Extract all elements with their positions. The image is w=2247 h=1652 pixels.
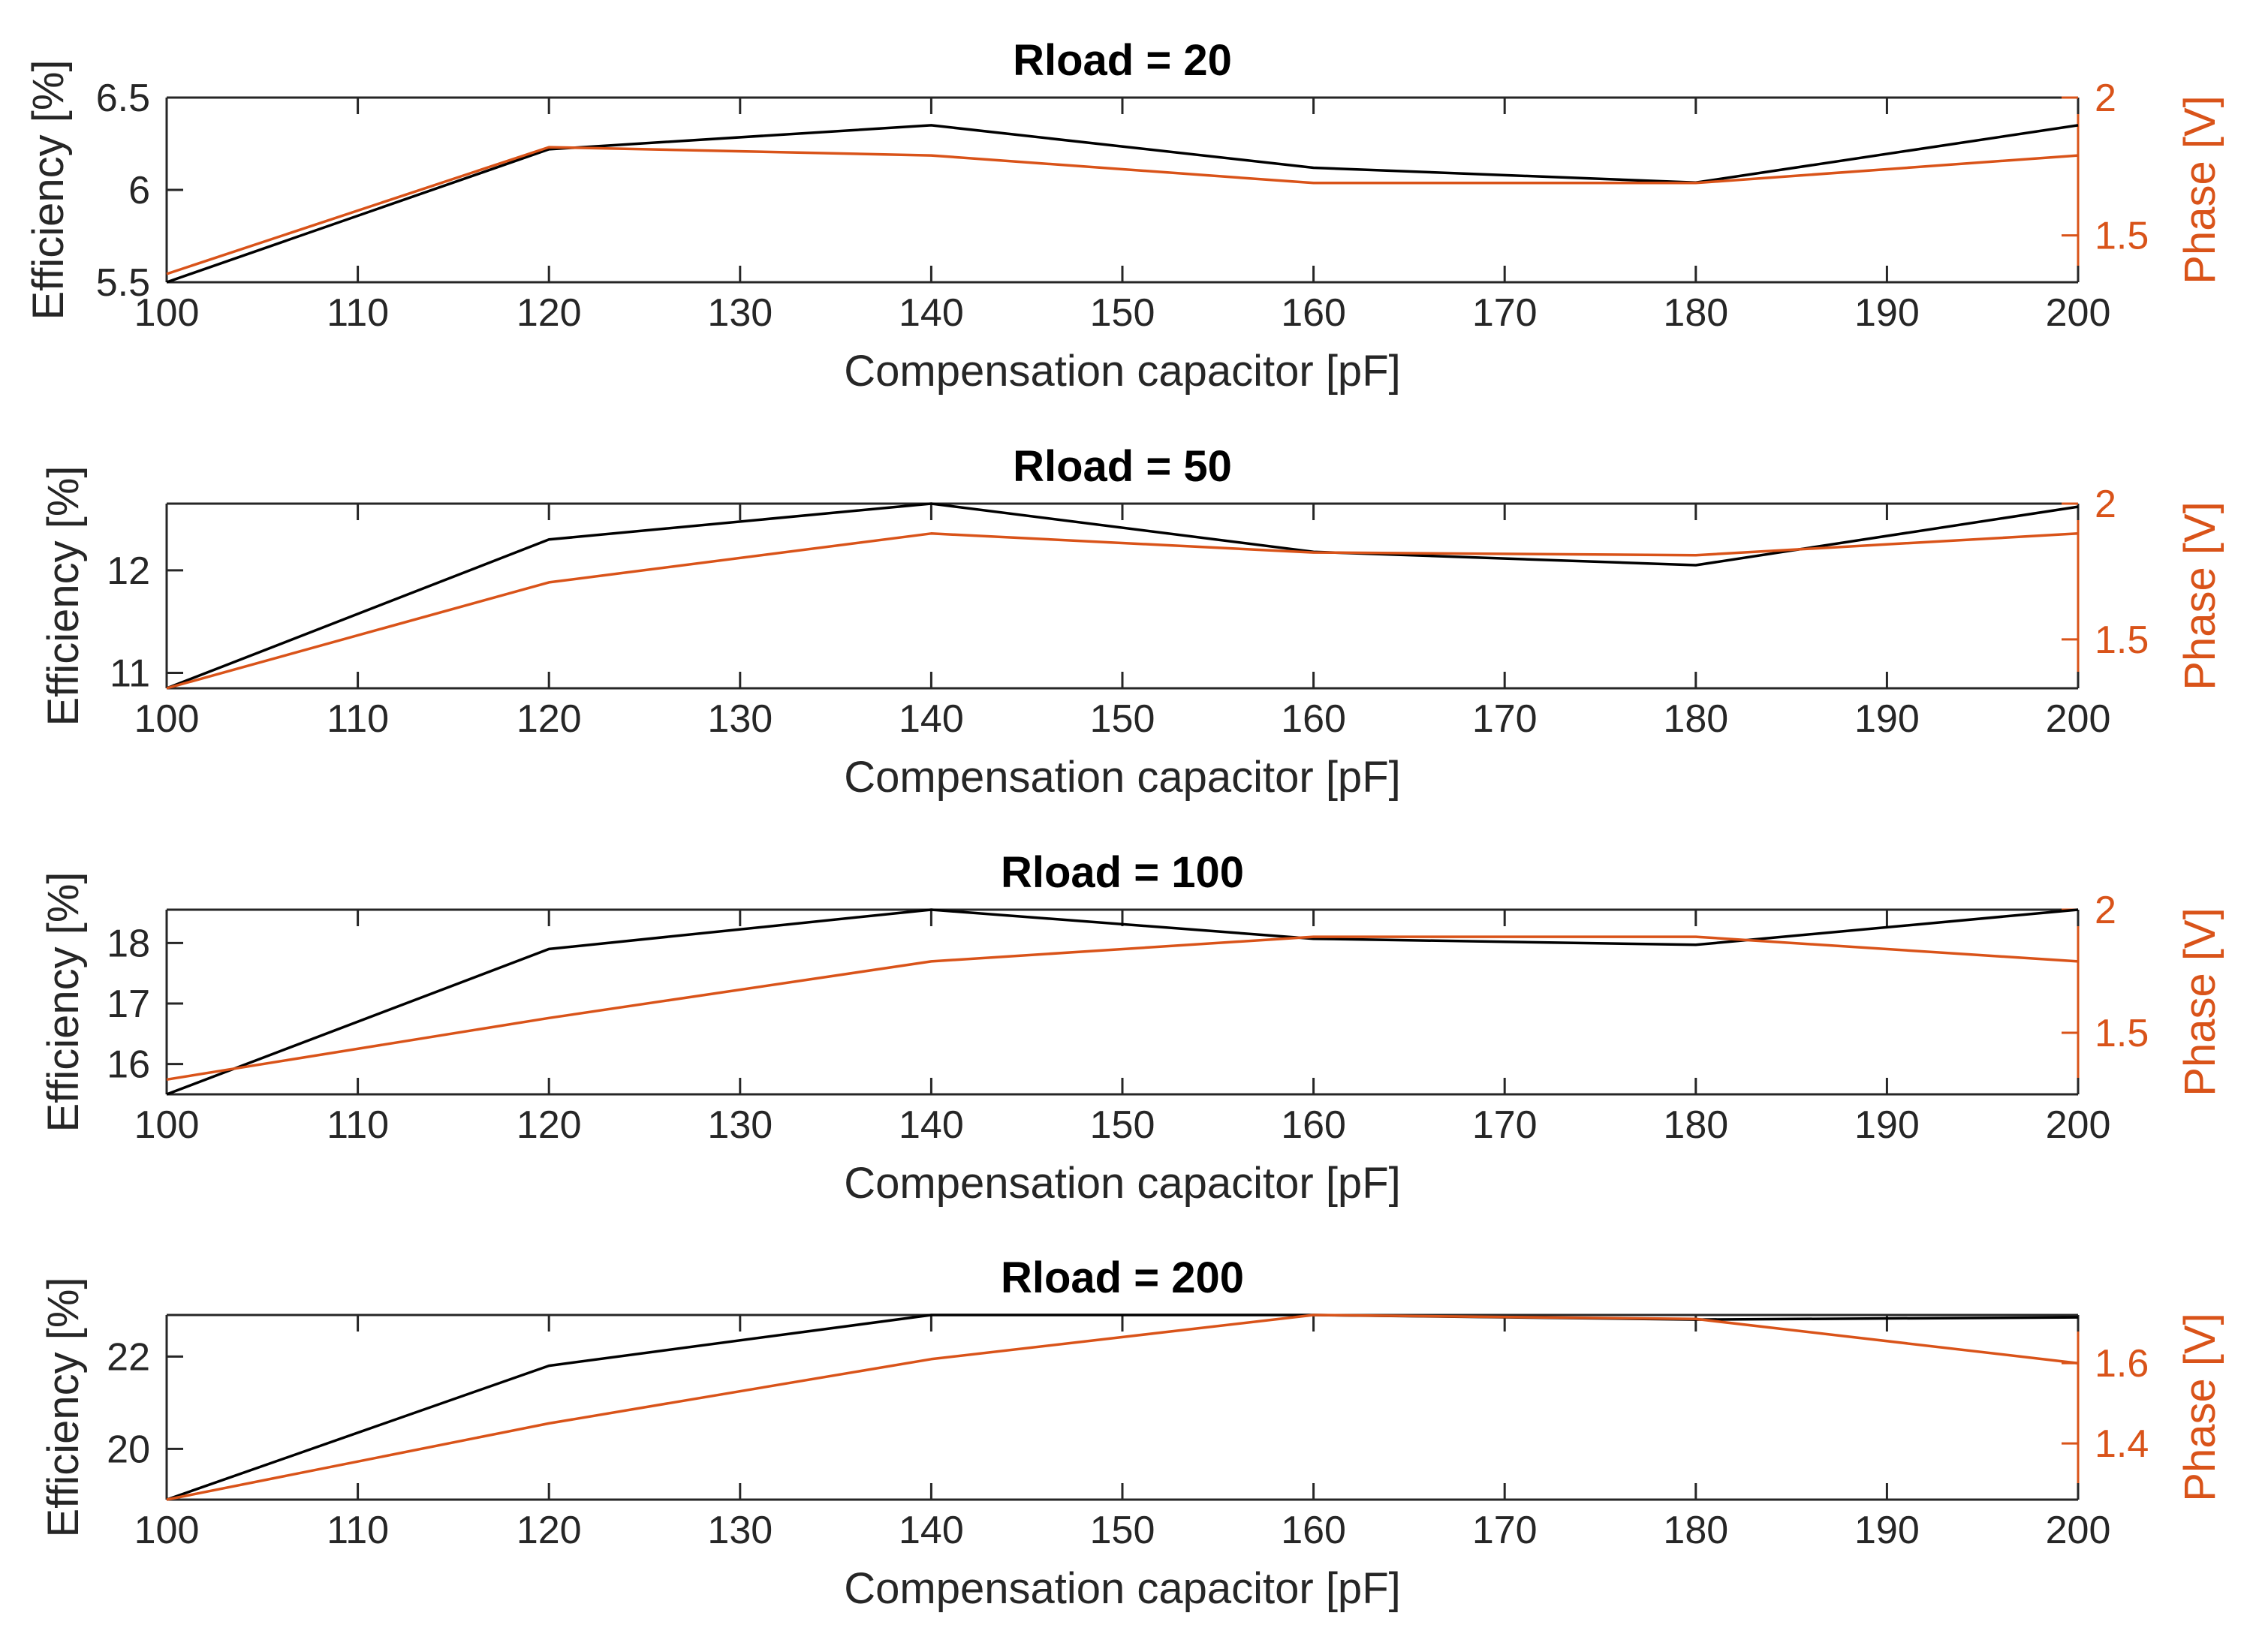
x-axis-label: Compensation capacitor [pF] [844, 1564, 1400, 1613]
x-tick-label: 180 [1663, 697, 1728, 741]
series-line-efficiency [166, 124, 2079, 284]
x-tick-label: 170 [1472, 1103, 1538, 1147]
x-tick-label: 120 [517, 291, 582, 335]
left-y-tick-label: 6 [128, 169, 150, 212]
right-y-axis-label: Phase [V] [2176, 95, 2224, 284]
series-line-efficiency [166, 1313, 2079, 1501]
x-tick-label: 190 [1854, 1509, 1920, 1552]
x-tick-label: 110 [327, 1103, 389, 1147]
x-tick-label: 130 [707, 1509, 773, 1552]
x-tick-label: 160 [1281, 291, 1346, 335]
left-y-tick-label: 16 [107, 1043, 150, 1087]
x-tick-label: 180 [1663, 291, 1728, 335]
x-tick-label: 120 [517, 1103, 582, 1147]
right-y-axis-label: Phase [V] [2176, 501, 2224, 690]
x-tick-label: 100 [134, 291, 200, 335]
x-tick-label: 120 [517, 1509, 582, 1552]
left-y-tick-label: 6.5 [96, 77, 150, 120]
x-tick-label: 140 [899, 1509, 964, 1552]
x-tick-label: 140 [899, 697, 964, 741]
right-y-tick-label: 2 [2095, 483, 2116, 526]
x-tick-label: 150 [1090, 291, 1155, 335]
subplot-1: Rload = 20 100 110 120 130 140 150 160 170 180 190… [24, 36, 2224, 396]
x-tick-label: 130 [707, 1103, 773, 1147]
x-tick-label: 100 [134, 697, 200, 741]
x-axis-label: Compensation capacitor [pF] [844, 753, 1400, 802]
series-line-phase [166, 532, 2079, 690]
subplots: Rload = 20 100 110 120 130 140 150 160 170 180 190… [24, 36, 2224, 1613]
x-axis-label: Compensation capacitor [pF] [844, 347, 1400, 396]
x-tick-label: 140 [899, 1103, 964, 1147]
x-tick-label: 190 [1854, 1103, 1920, 1147]
x-tick-label: 200 [2046, 697, 2111, 741]
x-tick-label: 160 [1281, 1103, 1346, 1147]
series-line-efficiency [166, 908, 2079, 1096]
x-tick-label: 130 [707, 291, 773, 335]
chart-title: Rload = 50 [1013, 442, 1232, 491]
x-tick-label: 110 [327, 291, 389, 335]
x-tick-label: 190 [1854, 291, 1920, 335]
right-y-tick-label: 1.5 [2095, 618, 2149, 662]
right-y-tick-label: 2 [2095, 889, 2116, 932]
subplot-2: Rload = 50 100 110 120 130 140 150 160 170 180 190… [39, 442, 2224, 802]
x-tick-label: 200 [2046, 1103, 2111, 1147]
series-line-phase [166, 935, 2079, 1082]
x-tick-label: 130 [707, 697, 773, 741]
x-tick-label: 170 [1472, 697, 1538, 741]
left-y-axis-label: Efficiency [%] [39, 465, 88, 726]
x-tick-label: 200 [2046, 291, 2111, 335]
right-y-axis-label: Phase [V] [2176, 907, 2224, 1096]
x-tick-label: 150 [1090, 1103, 1155, 1147]
left-y-axis-label: Efficiency [%] [39, 1277, 88, 1537]
x-tick-label: 110 [327, 1509, 389, 1552]
left-y-tick-label: 12 [107, 549, 150, 593]
x-tick-label: 160 [1281, 697, 1346, 741]
left-y-tick-label: 5.5 [96, 261, 150, 305]
x-tick-label: 180 [1663, 1509, 1728, 1552]
left-y-axis-label: Efficiency [%] [39, 871, 88, 1132]
x-tick-label: 140 [899, 291, 964, 335]
series-line-phase [166, 146, 2079, 275]
x-tick-label: 200 [2046, 1509, 2111, 1552]
x-tick-label: 170 [1472, 1509, 1538, 1552]
x-tick-label: 120 [517, 697, 582, 741]
chart-title: Rload = 200 [1001, 1253, 1244, 1302]
right-y-tick-label: 1.6 [2095, 1342, 2149, 1386]
series-line-efficiency [166, 502, 2079, 690]
right-y-tick-label: 1.5 [2095, 215, 2149, 258]
right-y-tick-label: 1.4 [2095, 1422, 2149, 1466]
x-tick-label: 150 [1090, 1509, 1155, 1552]
x-tick-label: 190 [1854, 697, 1920, 741]
x-tick-label: 110 [327, 697, 389, 741]
chart-title: Rload = 20 [1013, 36, 1232, 85]
x-tick-label: 180 [1663, 1103, 1728, 1147]
x-tick-label: 150 [1090, 697, 1155, 741]
right-y-tick-label: 2 [2095, 77, 2116, 120]
left-y-tick-label: 22 [107, 1335, 150, 1379]
right-y-tick-label: 1.5 [2095, 1012, 2149, 1055]
left-y-tick-label: 11 [110, 652, 150, 696]
left-y-tick-label: 20 [107, 1428, 150, 1471]
subplot-3: Rload = 100 100 110 120 130 140 150 160 170 180 19… [39, 848, 2224, 1208]
left-y-axis-label: Efficiency [%] [24, 59, 73, 320]
chart-title: Rload = 100 [1001, 848, 1244, 897]
right-y-axis-label: Phase [V] [2176, 1313, 2224, 1501]
left-y-tick-label: 18 [107, 922, 150, 965]
left-y-tick-label: 17 [107, 982, 150, 1026]
subplot-4: Rload = 200 100 110 120 130 140 150 160 170 180 19… [39, 1253, 2224, 1613]
x-tick-label: 100 [134, 1509, 200, 1552]
x-tick-label: 170 [1472, 291, 1538, 335]
series-line-phase [166, 1313, 2079, 1501]
x-axis-label: Compensation capacitor [pF] [844, 1159, 1400, 1208]
x-tick-label: 100 [134, 1103, 200, 1147]
x-tick-label: 160 [1281, 1509, 1346, 1552]
